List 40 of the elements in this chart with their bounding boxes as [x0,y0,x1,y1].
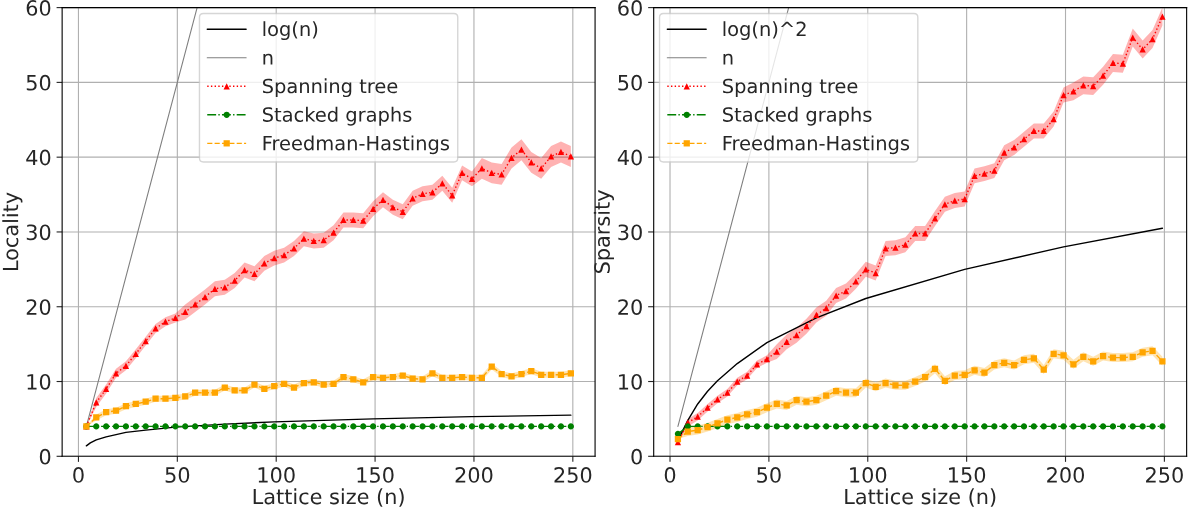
legend-label: Freedman-Hastings [723,135,910,155]
x-axis-title: Lattice size (n) [845,488,996,507]
legend-label: Stacked graphs [262,106,412,126]
y-tick-label: 60 [618,0,642,16]
x-axis-title: Lattice size (n) [253,488,404,507]
legend-label: Spanning tree [723,78,858,98]
x-tick-label: 50 [165,467,190,483]
x-tick-label: 200 [455,467,493,483]
x-tick-label: 50 [757,467,781,483]
y-tick-label: 60 [26,0,51,16]
legend-label: Freedman-Hastings [263,135,450,155]
legend-label: Spanning tree [262,78,398,98]
x-tick-label: 250 [1146,467,1183,483]
y-tick-label: 10 [619,373,642,390]
y-tick-label: 40 [26,149,51,166]
x-tick-label: 150 [949,467,986,483]
x-tick-label: 200 [1047,467,1085,483]
legend-label: log(n)^2 [723,21,806,41]
y-tick-label: 50 [618,74,642,91]
y-tick-label: 0 [631,448,642,465]
x-tick-label: 100 [850,467,887,483]
y-tick-label: 20 [26,299,51,315]
x-tick-label: 100 [258,467,295,483]
legend-label: log(n) [263,21,318,41]
y-axis-title: Sparsity [593,190,614,274]
x-tick-label: 150 [357,467,394,483]
y-tick-label: 20 [618,299,642,315]
legend-label: n [263,53,273,65]
x-tick-label: 250 [554,467,592,483]
y-tick-label: 30 [618,224,642,241]
x-tick-label: 0 [73,467,84,483]
x-tick-label: 0 [664,467,676,483]
legend-label: Stacked graphs [723,106,872,126]
y-tick-label: 30 [26,224,51,241]
y-tick-label: 50 [26,74,51,91]
y-tick-label: 10 [27,373,51,390]
y-tick-label: 40 [617,149,642,166]
y-tick-label: 0 [39,448,51,465]
legend-label: n [723,53,733,65]
y-axis-title: Locality [2,192,23,271]
